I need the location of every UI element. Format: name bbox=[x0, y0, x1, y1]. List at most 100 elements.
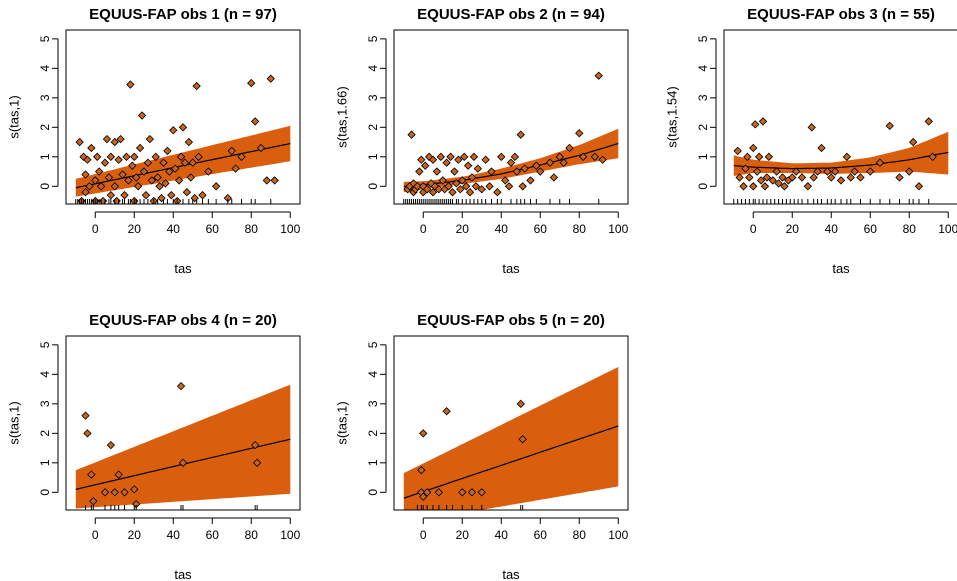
data-point bbox=[192, 81, 201, 91]
data-point bbox=[438, 176, 447, 185]
x-tick-label: 40 bbox=[825, 222, 839, 236]
data-point bbox=[102, 134, 112, 144]
x-tick-label: 20 bbox=[128, 222, 142, 236]
data-point bbox=[575, 129, 584, 138]
data-point bbox=[87, 470, 96, 479]
data-point bbox=[419, 492, 428, 501]
data-point bbox=[262, 176, 272, 185]
data-point bbox=[461, 182, 471, 191]
data-point bbox=[442, 407, 451, 416]
data-point bbox=[124, 176, 133, 185]
data-point bbox=[741, 164, 750, 173]
y-axis-label: s(tas,1.54) bbox=[665, 86, 680, 147]
data-point bbox=[417, 466, 426, 475]
data-point bbox=[198, 190, 207, 200]
data-point bbox=[895, 173, 904, 182]
data-point bbox=[204, 167, 213, 176]
x-axis-label: tas bbox=[174, 261, 192, 276]
x-tick-label: 100 bbox=[938, 222, 957, 236]
data-point bbox=[161, 179, 170, 188]
data-point bbox=[250, 440, 260, 450]
y-tick-label: 4 bbox=[366, 371, 380, 378]
data-point bbox=[100, 158, 110, 167]
x-tick-label: 0 bbox=[750, 222, 757, 236]
data-point bbox=[186, 173, 195, 182]
data-point bbox=[446, 152, 455, 161]
data-point bbox=[809, 173, 818, 182]
data-point bbox=[875, 158, 885, 167]
y-tick-label: 5 bbox=[366, 341, 380, 348]
plot-frame bbox=[393, 335, 629, 511]
y-axis-label: s(tas,1.66) bbox=[335, 86, 350, 147]
data-point bbox=[81, 188, 90, 197]
data-point bbox=[182, 188, 192, 197]
data-point bbox=[762, 173, 772, 182]
chart-title: EQUUS-FAP obs 3 (n = 55) bbox=[747, 6, 935, 23]
x-tick-label: 80 bbox=[903, 222, 917, 236]
data-point bbox=[176, 152, 186, 161]
x-tick-label: 100 bbox=[280, 528, 300, 542]
y-tick-label: 3 bbox=[696, 94, 710, 101]
data-point bbox=[454, 155, 463, 164]
data-point bbox=[141, 190, 151, 200]
y-tick-label: 5 bbox=[38, 341, 52, 348]
data-point bbox=[764, 152, 774, 161]
y-tick-label: 3 bbox=[38, 94, 52, 101]
data-point bbox=[536, 167, 545, 176]
data-point bbox=[516, 399, 525, 408]
fit-line bbox=[75, 142, 291, 189]
fit-line bbox=[733, 151, 949, 170]
data-point bbox=[856, 173, 865, 182]
data-point bbox=[506, 158, 516, 167]
data-point bbox=[139, 167, 149, 176]
x-tick-label: 100 bbox=[280, 222, 300, 236]
y-tick-label: 2 bbox=[366, 124, 380, 131]
data-point bbox=[143, 158, 153, 167]
data-point bbox=[151, 152, 160, 161]
data-point bbox=[590, 152, 600, 161]
x-tick-label: 100 bbox=[608, 222, 628, 236]
x-axis-label: tas bbox=[174, 567, 192, 581]
x-tick-label: 20 bbox=[128, 528, 142, 542]
x-tick-label: 80 bbox=[573, 222, 587, 236]
chart-title: EQUUS-FAP obs 1 (n = 97) bbox=[89, 6, 277, 23]
data-point bbox=[827, 173, 836, 182]
panel-4: 0 20 40 60 80 100 0 1 2 3 4 5 EQUUS-FAP obs 4 (n = 2… bbox=[7, 312, 301, 581]
data-point bbox=[428, 188, 438, 197]
data-point bbox=[598, 155, 607, 164]
data-point bbox=[772, 167, 781, 176]
data-point bbox=[270, 176, 279, 185]
data-point bbox=[758, 117, 768, 126]
data-point bbox=[510, 152, 520, 161]
x-axis-label: tas bbox=[502, 261, 520, 276]
data-point bbox=[780, 182, 789, 191]
data-point bbox=[188, 158, 197, 167]
data-point bbox=[169, 126, 178, 135]
x-tick-label: 60 bbox=[206, 528, 220, 542]
data-point bbox=[252, 458, 262, 467]
data-point bbox=[167, 190, 176, 200]
data-point bbox=[817, 143, 826, 153]
plot-frame bbox=[65, 29, 301, 205]
data-point bbox=[413, 182, 422, 191]
data-point bbox=[145, 134, 155, 144]
data-point bbox=[419, 182, 428, 191]
data-point bbox=[75, 137, 84, 147]
data-point bbox=[456, 185, 465, 194]
data-point bbox=[237, 152, 246, 161]
y-tick-label: 4 bbox=[38, 65, 52, 72]
data-point bbox=[504, 182, 514, 191]
confidence-band bbox=[733, 131, 949, 176]
data-point bbox=[428, 155, 438, 164]
data-point bbox=[460, 152, 469, 161]
data-point bbox=[91, 176, 100, 185]
y-tick-label: 3 bbox=[366, 94, 380, 101]
plot-frame bbox=[723, 29, 957, 205]
data-point bbox=[176, 381, 186, 391]
data-point bbox=[422, 185, 432, 194]
data-point bbox=[132, 173, 141, 182]
y-axis-label: s(tas,1) bbox=[7, 401, 22, 444]
data-point bbox=[436, 152, 445, 161]
data-point bbox=[266, 74, 275, 83]
